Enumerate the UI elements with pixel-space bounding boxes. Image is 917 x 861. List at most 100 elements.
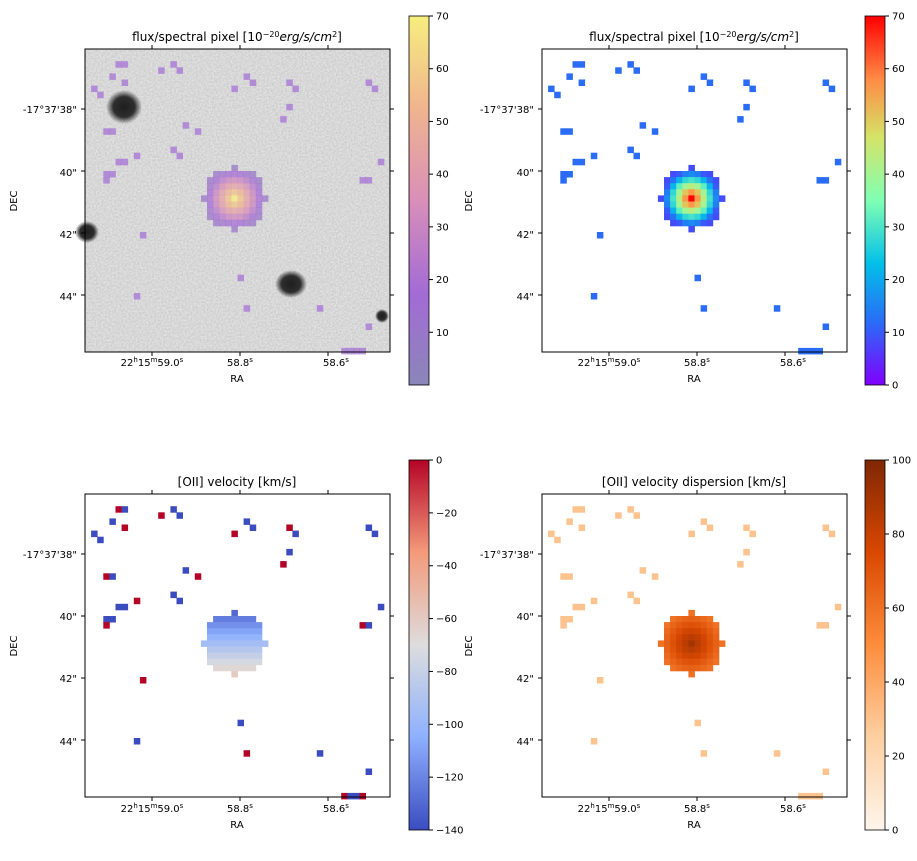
pixel bbox=[627, 506, 634, 513]
x-tick-label: 58.8s bbox=[227, 802, 253, 815]
pixel bbox=[261, 195, 269, 202]
pixel bbox=[664, 213, 671, 221]
pixel bbox=[712, 622, 720, 629]
pixel bbox=[712, 652, 720, 660]
pixel bbox=[109, 171, 116, 178]
pixel bbox=[548, 530, 555, 538]
y-tick-label: 40" bbox=[60, 168, 77, 179]
pixel bbox=[676, 658, 683, 666]
y-tick-label: 40" bbox=[517, 612, 534, 623]
pixel bbox=[207, 652, 214, 660]
pixel bbox=[255, 634, 263, 641]
y-tick-marks bbox=[81, 108, 394, 296]
pixel bbox=[688, 640, 695, 647]
pixel bbox=[670, 628, 677, 635]
pixel bbox=[255, 183, 263, 190]
pixel bbox=[207, 189, 214, 196]
pixel bbox=[158, 67, 165, 74]
pixel bbox=[706, 634, 714, 641]
pixel bbox=[133, 738, 141, 745]
pixel bbox=[237, 616, 244, 623]
pixel bbox=[213, 177, 220, 184]
velocity-pixels bbox=[91, 506, 385, 800]
colorbar-tick-label: −60 bbox=[436, 614, 457, 625]
pixel bbox=[237, 664, 244, 672]
pixel bbox=[255, 622, 263, 629]
pixel bbox=[664, 201, 671, 208]
pixel bbox=[670, 640, 677, 647]
pixel bbox=[700, 616, 708, 623]
pixel bbox=[176, 67, 183, 74]
pixel bbox=[231, 171, 238, 178]
pixel bbox=[627, 146, 634, 154]
pixel bbox=[694, 719, 701, 727]
pixel bbox=[664, 622, 671, 629]
pixel bbox=[213, 195, 220, 202]
plot-frame bbox=[541, 493, 848, 798]
x-axis-label: RA bbox=[687, 820, 701, 831]
pixel bbox=[231, 195, 238, 202]
pixel bbox=[109, 616, 116, 623]
pixel bbox=[688, 171, 695, 178]
x-axis-label: RA bbox=[687, 374, 701, 385]
y-tick-marks bbox=[81, 553, 394, 741]
pixel bbox=[109, 518, 116, 525]
pixel bbox=[225, 628, 232, 635]
pixel bbox=[225, 183, 232, 190]
pixel bbox=[109, 73, 116, 80]
pixel bbox=[560, 128, 567, 135]
pixel bbox=[213, 219, 220, 227]
pixel bbox=[798, 792, 805, 800]
source-blob bbox=[106, 90, 142, 124]
pixel bbox=[225, 195, 232, 202]
pixel bbox=[286, 548, 293, 556]
pixel bbox=[810, 347, 817, 355]
pixel bbox=[664, 177, 671, 184]
pixel bbox=[249, 171, 257, 178]
y-tick-label: -17°37'38" bbox=[23, 550, 77, 561]
pixel bbox=[664, 652, 671, 660]
pixel bbox=[627, 61, 634, 68]
pixel bbox=[706, 646, 714, 653]
y-tick-marks bbox=[538, 108, 851, 296]
pixel bbox=[133, 152, 141, 160]
x-tick-marks bbox=[608, 45, 786, 356]
pixel bbox=[664, 634, 671, 641]
y-tick-label: 42" bbox=[517, 674, 534, 685]
pixel bbox=[207, 622, 214, 629]
pixel bbox=[207, 658, 214, 666]
pixel bbox=[225, 658, 232, 666]
pixel bbox=[682, 171, 689, 178]
colorbar-tick-label: 20 bbox=[892, 275, 905, 286]
pixel bbox=[773, 750, 781, 757]
source-blob bbox=[275, 270, 307, 298]
y-tick-label: -17°37'38" bbox=[480, 550, 534, 561]
pixel bbox=[225, 640, 232, 647]
pixel bbox=[255, 652, 263, 660]
pixel bbox=[737, 116, 744, 123]
pixel bbox=[688, 609, 695, 617]
pixel bbox=[657, 195, 665, 202]
colorbar-tick-label: 10 bbox=[436, 328, 449, 339]
pixel bbox=[554, 91, 561, 99]
pixel bbox=[225, 207, 232, 215]
pixel bbox=[207, 207, 214, 215]
pixel bbox=[700, 201, 708, 208]
pixel bbox=[237, 189, 244, 196]
pixel bbox=[670, 183, 677, 190]
pixel bbox=[103, 177, 110, 184]
pixel bbox=[121, 524, 129, 531]
colorbar-tick-label: 60 bbox=[892, 604, 905, 615]
pixel bbox=[694, 207, 701, 215]
pixel bbox=[682, 219, 689, 227]
pixel bbox=[213, 171, 220, 178]
pixel bbox=[255, 189, 263, 196]
pixel bbox=[572, 506, 579, 513]
pixel bbox=[359, 792, 366, 800]
pixel bbox=[255, 658, 263, 666]
pixel bbox=[219, 646, 226, 653]
y-tick-label: 42" bbox=[60, 674, 77, 685]
pixel bbox=[255, 628, 263, 635]
pixel bbox=[694, 171, 701, 178]
